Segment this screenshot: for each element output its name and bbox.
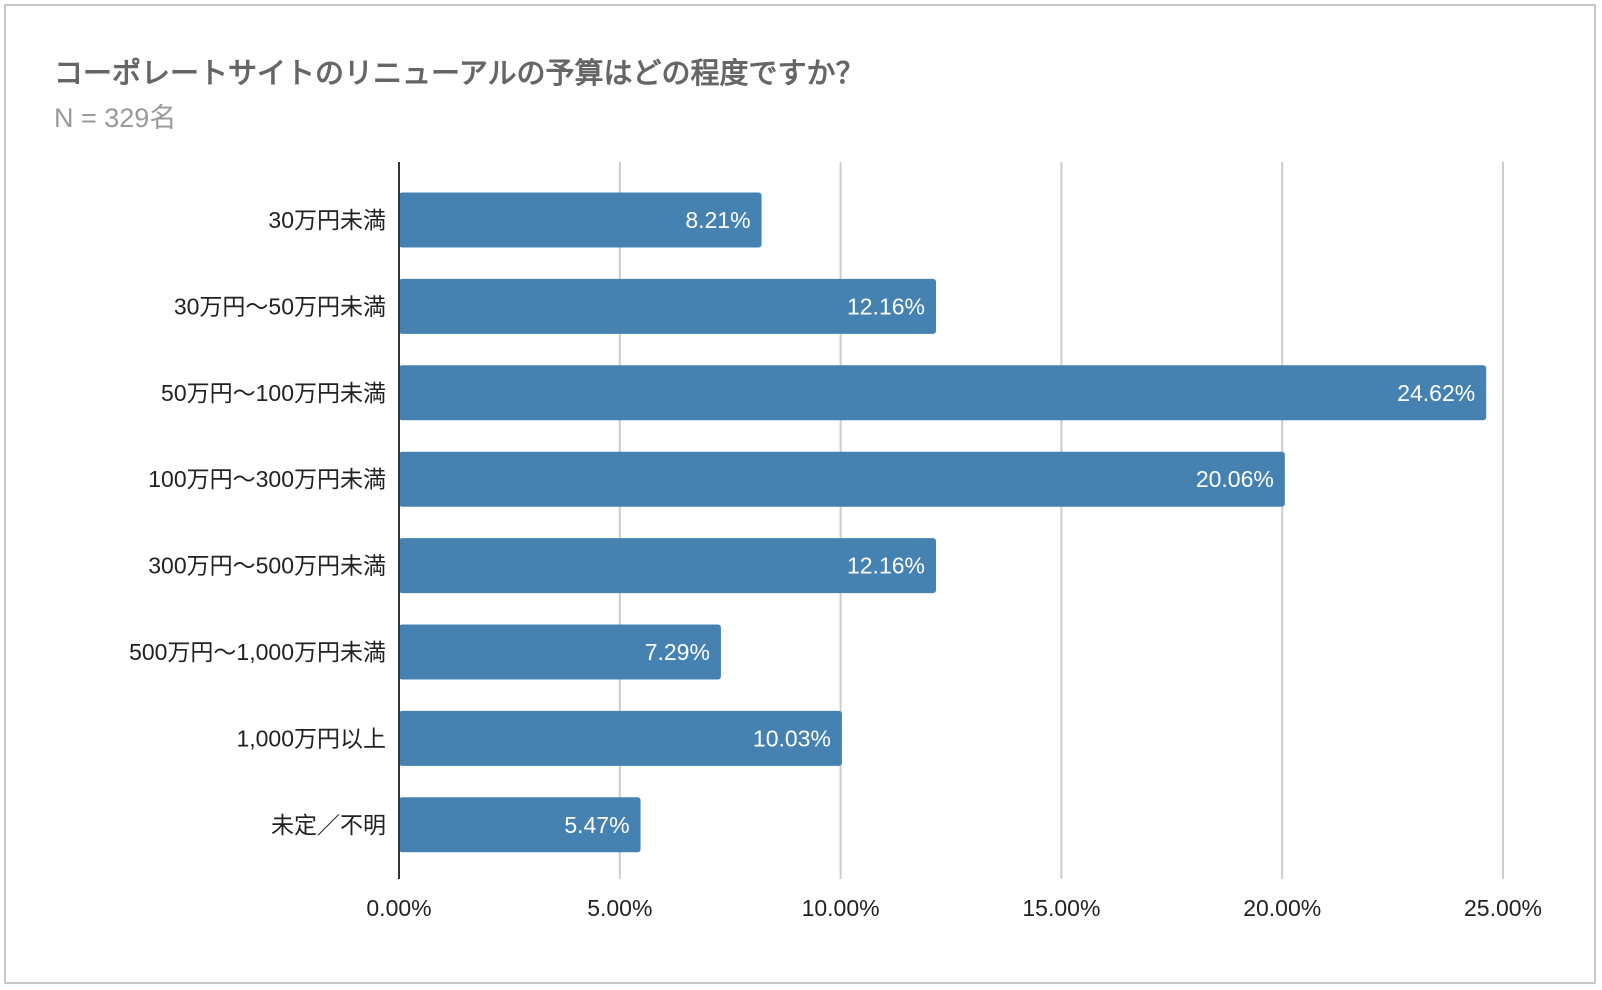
data-label: 12.16% bbox=[847, 293, 925, 319]
category-label: 50万円〜100万円未満 bbox=[161, 380, 386, 406]
data-label: 20.06% bbox=[1196, 466, 1274, 492]
category-label: 100万円〜300万円未満 bbox=[148, 466, 386, 492]
bar bbox=[399, 278, 936, 334]
bar bbox=[399, 797, 641, 853]
category-label: 1,000万円以上 bbox=[236, 725, 386, 751]
category-label: 500万円〜1,000万円未満 bbox=[129, 639, 386, 665]
category-label: 未定／不明 bbox=[271, 812, 386, 838]
x-tick-label: 5.00% bbox=[587, 895, 652, 921]
data-label: 24.62% bbox=[1397, 380, 1475, 406]
bar bbox=[399, 538, 936, 594]
bar bbox=[399, 624, 721, 680]
chart-title: コーポレートサイトのリニューアルの予算はどの程度ですか？ bbox=[54, 58, 865, 90]
x-tick-label: 20.00% bbox=[1243, 895, 1321, 921]
category-label: 30万円〜50万円未満 bbox=[174, 293, 386, 319]
data-label: 8.21% bbox=[685, 207, 750, 233]
chart-subtitle: N = 329名 bbox=[54, 103, 177, 133]
x-tick-label: 15.00% bbox=[1022, 895, 1100, 921]
bar bbox=[399, 192, 762, 248]
data-label: 5.47% bbox=[564, 812, 629, 838]
x-tick-label: 10.00% bbox=[802, 895, 880, 921]
data-label: 7.29% bbox=[645, 639, 710, 665]
bar bbox=[399, 365, 1487, 421]
category-label: 30万円未満 bbox=[268, 207, 386, 233]
bar bbox=[399, 710, 842, 766]
chart-frame bbox=[4, 4, 1596, 984]
x-tick-label: 0.00% bbox=[366, 895, 431, 921]
bar bbox=[399, 451, 1285, 507]
x-tick-label: 25.00% bbox=[1464, 895, 1542, 921]
data-label: 12.16% bbox=[847, 553, 925, 579]
data-label: 10.03% bbox=[753, 725, 831, 751]
category-label: 300万円〜500万円未満 bbox=[148, 553, 386, 579]
